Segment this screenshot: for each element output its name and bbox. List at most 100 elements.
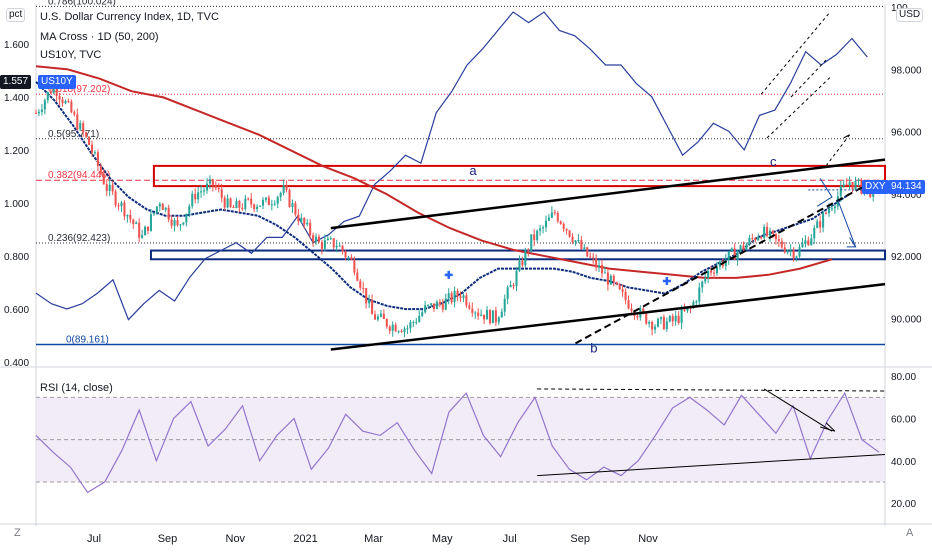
candle-body xyxy=(344,251,347,258)
time-axis-tick: May xyxy=(432,533,453,545)
candle-body xyxy=(111,184,114,192)
candle-body xyxy=(603,272,606,274)
left-axis-tick: 0.800 xyxy=(4,252,29,263)
candle-body xyxy=(250,198,253,205)
candle-body xyxy=(241,207,244,210)
candle-body xyxy=(208,179,211,184)
candle-body xyxy=(247,198,250,200)
candle-body xyxy=(471,308,474,313)
candle-body xyxy=(267,197,270,206)
arrow-down-1 xyxy=(816,178,833,207)
candle-body xyxy=(388,326,391,331)
candle-body xyxy=(462,295,465,299)
candle-body xyxy=(176,220,179,226)
candle-body xyxy=(506,287,509,299)
candle-body xyxy=(235,200,238,209)
candle-body xyxy=(524,249,527,266)
rsi-legend[interactable]: RSI (14, close) xyxy=(40,382,113,394)
candle-body xyxy=(182,222,185,225)
candle-body xyxy=(801,243,804,248)
candle-body xyxy=(138,222,141,238)
time-axis-tick: 2021 xyxy=(293,533,317,545)
indicator-legend[interactable]: MA Cross · 1D (50, 200) xyxy=(40,31,159,43)
time-axis-tick: Sep xyxy=(158,533,178,545)
fib-level-label: 0.5(95.771) xyxy=(48,129,99,140)
reset-scale-button[interactable]: Z xyxy=(14,527,21,539)
candle-body xyxy=(745,244,748,250)
candle-body xyxy=(197,192,200,200)
time-axis-tick: Nov xyxy=(226,533,246,545)
candle-body xyxy=(279,192,282,198)
candle-body xyxy=(365,288,368,304)
candle-body xyxy=(497,317,500,323)
candle-body xyxy=(830,208,833,210)
rsi-arrow-head xyxy=(820,422,836,432)
left-axis-tick: 1.000 xyxy=(4,199,29,210)
candle-body xyxy=(88,136,91,145)
left-axis-tick: 1.400 xyxy=(4,93,29,104)
right-scale-currency[interactable]: USD xyxy=(896,8,924,22)
candle-body xyxy=(273,203,276,205)
candle-body xyxy=(515,270,518,287)
candle-body xyxy=(309,222,312,236)
candle-body xyxy=(253,204,256,210)
candle-body xyxy=(194,193,197,200)
candle-body xyxy=(839,186,842,197)
candle-body xyxy=(733,248,736,260)
fib-level-label: 0.786(100.024) xyxy=(48,0,116,7)
candle-body xyxy=(854,180,857,189)
candle-body xyxy=(288,189,291,207)
candle-body xyxy=(409,322,412,329)
candle-body xyxy=(362,287,365,289)
candle-body xyxy=(217,187,220,190)
candle-body xyxy=(680,309,683,324)
candle-body xyxy=(429,303,433,305)
rising-support-dashed xyxy=(574,183,868,345)
candle-body xyxy=(161,203,164,210)
candle-body xyxy=(571,236,574,243)
fib-level-label: 0.236(92.423) xyxy=(48,233,110,244)
dxy-price-pill: 94.134 xyxy=(888,180,925,194)
candle-body xyxy=(315,236,318,242)
candle-body xyxy=(164,207,167,210)
candle-body xyxy=(789,249,792,251)
candle-body xyxy=(70,101,73,113)
candle-body xyxy=(553,212,556,214)
candle-body xyxy=(780,241,783,248)
candle-body xyxy=(556,213,559,222)
candle-body xyxy=(536,230,539,241)
candle-body xyxy=(698,287,701,302)
candle-body xyxy=(329,238,332,240)
left-scale-unit[interactable]: pct xyxy=(6,8,26,22)
overlay-legend[interactable]: US10Y, TVC xyxy=(40,49,102,61)
auto-scale-button[interactable]: A xyxy=(906,527,914,539)
candle-body xyxy=(792,249,795,259)
candle-body xyxy=(300,217,303,222)
candle-body xyxy=(391,324,394,331)
candle-body xyxy=(533,234,536,241)
candle-body xyxy=(144,226,147,236)
candle-body xyxy=(662,316,665,330)
candle-body xyxy=(200,191,203,193)
candle-body xyxy=(686,307,689,311)
candle-body xyxy=(807,240,810,246)
candle-body xyxy=(232,206,235,209)
candle-body xyxy=(146,226,150,231)
candle-body xyxy=(730,248,733,252)
candle-body xyxy=(270,204,273,206)
candle-body xyxy=(648,321,651,324)
candle-body xyxy=(712,272,716,274)
candle-body xyxy=(562,223,565,229)
candle-body xyxy=(173,220,176,226)
candle-body xyxy=(491,310,494,324)
candle-body xyxy=(598,265,601,268)
candle-body xyxy=(120,202,123,207)
candle-body xyxy=(825,212,828,214)
candle-body xyxy=(415,321,418,323)
rsi-line xyxy=(35,391,880,494)
candle-body xyxy=(621,289,624,292)
candle-body xyxy=(833,206,836,209)
candle-body xyxy=(600,265,604,274)
candle-body xyxy=(261,199,265,206)
